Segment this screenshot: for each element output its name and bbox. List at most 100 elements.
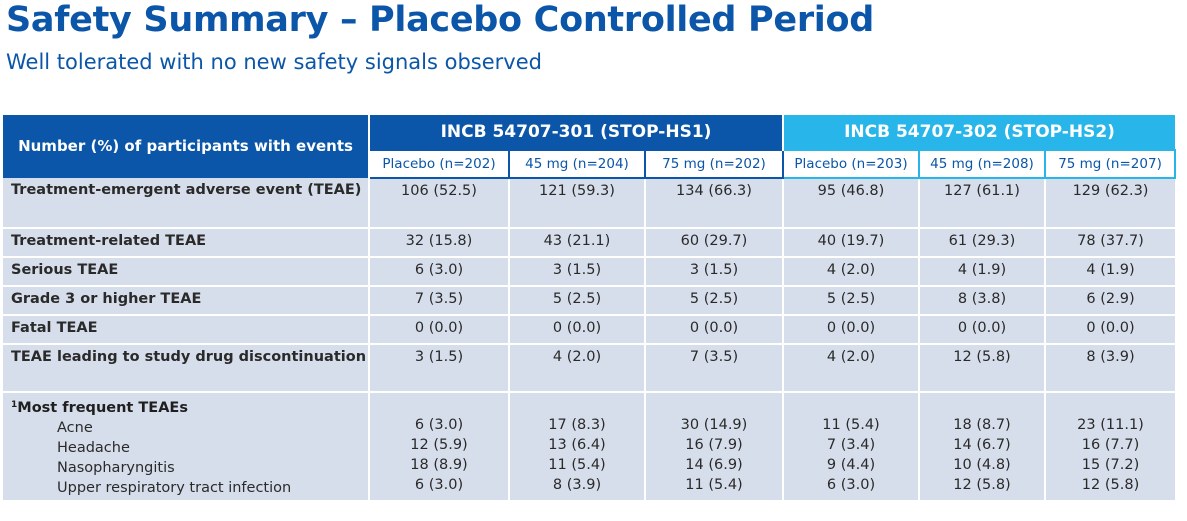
teae-item-label: Nasopharyngitis xyxy=(57,460,175,476)
table-subheader-row: Placebo (n=202) 45 mg (n=204) 75 mg (n=2… xyxy=(3,149,1177,179)
teae-item-value: 8 (3.9) xyxy=(552,477,602,493)
teae-item-value: 30 (14.9) xyxy=(680,417,748,433)
teae-item-value: 14 (6.9) xyxy=(685,457,743,473)
table-cell: 129 (62.3) xyxy=(1045,178,1176,229)
teae-item-label: Upper respiratory tract infection xyxy=(57,480,292,496)
page-subtitle: Well tolerated with no new safety signal… xyxy=(6,50,542,74)
table-cell: 40 (19.7) xyxy=(783,228,920,258)
table-cell: 4 (1.9) xyxy=(919,257,1046,287)
frequent-teae-row: 1Most frequent TEAEs Acne Headache Nasop… xyxy=(3,392,1176,500)
teae-item-value: 18 (8.7) xyxy=(953,417,1011,433)
teae-item-value: 15 (7.2) xyxy=(1081,457,1140,473)
table-cell: 11 (5.4) 7 (3.4) 9 (4.4) 6 (3.0) xyxy=(783,392,920,500)
table-cell: 30 (14.9) 16 (7.9) 14 (6.9) 11 (5.4) xyxy=(645,392,784,500)
table-row: Treatment-related TEAE 32 (15.8) 43 (21.… xyxy=(3,228,1176,258)
teae-item-value: 12 (5.9) xyxy=(410,437,468,453)
table-cell: 4 (2.0) xyxy=(783,344,920,393)
table-cell: 4 (2.0) xyxy=(509,344,646,393)
row-label: TEAE leading to study drug discontinuati… xyxy=(3,344,370,393)
table-cell: 43 (21.1) xyxy=(509,228,646,258)
teae-item-value: 9 (4.4) xyxy=(826,457,876,473)
column-header: Placebo (n=202) xyxy=(368,149,509,179)
table-cell: 7 (3.5) xyxy=(369,286,510,316)
teae-item-value: 16 (7.7) xyxy=(1081,437,1140,453)
teae-item-value: 14 (6.7) xyxy=(953,437,1011,453)
column-header: 75 mg (n=202) xyxy=(644,149,784,179)
table-cell: 106 (52.5) xyxy=(369,178,510,229)
teae-item-value: 11 (5.4) xyxy=(822,417,880,433)
teae-item-value: 7 (3.4) xyxy=(826,437,876,453)
page-title: Safety Summary – Placebo Controlled Peri… xyxy=(6,0,874,40)
table-cell: 0 (0.0) xyxy=(919,315,1046,345)
table-cell: 4 (1.9) xyxy=(1045,257,1176,287)
teae-item-value: 11 (5.4) xyxy=(685,477,743,493)
teae-item-value: 6 (3.0) xyxy=(414,477,464,493)
table-cell: 121 (59.3) xyxy=(509,178,646,229)
row-label: Fatal TEAE xyxy=(3,315,370,345)
table-cell: 78 (37.7) xyxy=(1045,228,1176,258)
table-cell: 8 (3.9) xyxy=(1045,344,1176,393)
label-column-header: Number (%) of participants with events xyxy=(3,115,370,178)
row-label: Grade 3 or higher TEAE xyxy=(3,286,370,316)
table-row: Grade 3 or higher TEAE 7 (3.5) 5 (2.5) 5… xyxy=(3,286,1176,316)
frequent-teae-heading: 1Most frequent TEAEs xyxy=(11,395,367,418)
row-label: Serious TEAE xyxy=(3,257,370,287)
table-cell: 3 (1.5) xyxy=(369,344,510,393)
table-cell: 5 (2.5) xyxy=(509,286,646,316)
table-cell: 0 (0.0) xyxy=(369,315,510,345)
table-cell: 8 (3.8) xyxy=(919,286,1046,316)
safety-summary-table: Number (%) of participants with events I… xyxy=(3,115,1177,500)
column-header: 45 mg (n=208) xyxy=(918,149,1045,179)
table-cell: 4 (2.0) xyxy=(783,257,920,287)
column-header: Placebo (n=203) xyxy=(782,149,919,179)
table-cell: 17 (8.3) 13 (6.4) 11 (5.4) 8 (3.9) xyxy=(509,392,646,500)
teae-item-value: 13 (6.4) xyxy=(548,437,606,453)
table-row: Fatal TEAE 0 (0.0) 0 (0.0) 0 (0.0) 0 (0.… xyxy=(3,315,1176,345)
teae-item-value: 23 (11.1) xyxy=(1077,417,1144,433)
frequent-teae-heading-text: Most frequent TEAEs xyxy=(17,400,188,416)
table-cell: 6 (3.0) xyxy=(369,257,510,287)
teae-item-value: 10 (4.8) xyxy=(953,457,1011,473)
table-cell: 95 (46.8) xyxy=(783,178,920,229)
table-cell: 23 (11.1) 16 (7.7) 15 (7.2) 12 (5.8) xyxy=(1045,392,1176,500)
teae-item-value: 17 (8.3) xyxy=(548,417,606,433)
teae-item-label: Acne xyxy=(57,420,93,436)
study-header-stop-hs1: INCB 54707-301 (STOP-HS1) xyxy=(369,115,784,150)
teae-item-value: 11 (5.4) xyxy=(548,457,606,473)
table-cell: 61 (29.3) xyxy=(919,228,1046,258)
teae-item-value: 6 (3.0) xyxy=(414,417,464,433)
table-cell: 127 (61.1) xyxy=(919,178,1046,229)
table-cell: 0 (0.0) xyxy=(509,315,646,345)
table-cell: 5 (2.5) xyxy=(783,286,920,316)
teae-item-value: 12 (5.8) xyxy=(953,477,1011,493)
teae-item-value: 6 (3.0) xyxy=(826,477,876,493)
frequent-teae-labels: 1Most frequent TEAEs Acne Headache Nasop… xyxy=(3,392,370,500)
table-cell: 3 (1.5) xyxy=(645,257,784,287)
table-header-row: Number (%) of participants with events I… xyxy=(3,115,1176,178)
table-cell: 12 (5.8) xyxy=(919,344,1046,393)
table-cell: 0 (0.0) xyxy=(1045,315,1176,345)
table-cell: 5 (2.5) xyxy=(645,286,784,316)
row-label: Treatment-emergent adverse event (TEAE) xyxy=(3,178,370,229)
row-label: Treatment-related TEAE xyxy=(3,228,370,258)
table-cell: 0 (0.0) xyxy=(783,315,920,345)
table-cell: 60 (29.7) xyxy=(645,228,784,258)
table-cell: 6 (2.9) xyxy=(1045,286,1176,316)
table-cell: 7 (3.5) xyxy=(645,344,784,393)
table-cell: 134 (66.3) xyxy=(645,178,784,229)
table-cell: 6 (3.0) 12 (5.9) 18 (8.9) 6 (3.0) xyxy=(369,392,510,500)
table-cell: 0 (0.0) xyxy=(645,315,784,345)
table-cell: 32 (15.8) xyxy=(369,228,510,258)
table-row: TEAE leading to study drug discontinuati… xyxy=(3,344,1176,393)
column-header: 45 mg (n=204) xyxy=(508,149,645,179)
footnote-marker: 1 xyxy=(11,400,18,410)
teae-item-value: 16 (7.9) xyxy=(685,437,743,453)
study-header-stop-hs2: INCB 54707-302 (STOP-HS2) xyxy=(783,115,1176,150)
table-row: Treatment-emergent adverse event (TEAE) … xyxy=(3,178,1176,229)
teae-item-value: 18 (8.9) xyxy=(410,457,468,473)
table-cell: 3 (1.5) xyxy=(509,257,646,287)
table-cell: 18 (8.7) 14 (6.7) 10 (4.8) 12 (5.8) xyxy=(919,392,1046,500)
teae-item-value: 12 (5.8) xyxy=(1081,477,1140,493)
table-row: Serious TEAE 6 (3.0) 3 (1.5) 3 (1.5) 4 (… xyxy=(3,257,1176,287)
column-header: 75 mg (n=207) xyxy=(1043,149,1177,179)
